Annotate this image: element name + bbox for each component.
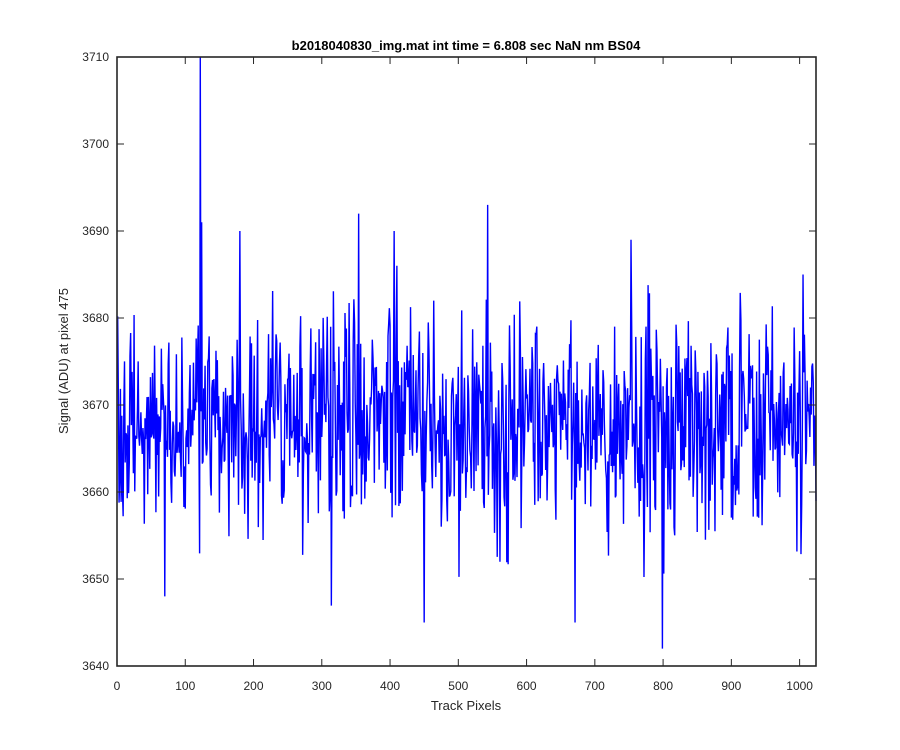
x-tick-label: 900 xyxy=(721,679,741,693)
chart-title: b2018040830_img.mat int time = 6.808 sec… xyxy=(292,38,641,53)
x-tick-label: 400 xyxy=(380,679,400,693)
y-axis: 3640 3650 3660 3670 3680 3690 3700 3710 xyxy=(82,50,816,673)
y-axis-label: Signal (ADU) at pixel 475 xyxy=(56,288,71,434)
y-tick-label: 3690 xyxy=(82,224,109,238)
x-tick-label: 800 xyxy=(653,679,673,693)
y-tick-label: 3680 xyxy=(82,311,109,325)
series-line xyxy=(116,56,817,649)
x-tick-label: 500 xyxy=(448,679,468,693)
x-tick-label: 100 xyxy=(175,679,195,693)
y-tick-label: 3670 xyxy=(82,398,109,412)
x-tick-label: 200 xyxy=(244,679,264,693)
y-tick-label: 3710 xyxy=(82,50,109,64)
x-axis: 0 100 200 300 400 500 600 700 800 900 1000 xyxy=(114,57,813,693)
x-tick-label: 0 xyxy=(114,679,121,693)
y-tick-label: 3640 xyxy=(82,659,109,673)
x-axis-label: Track Pixels xyxy=(431,698,502,713)
x-tick-label: 700 xyxy=(585,679,605,693)
y-tick-label: 3650 xyxy=(82,572,109,586)
y-tick-label: 3660 xyxy=(82,485,109,499)
x-tick-label: 300 xyxy=(312,679,332,693)
plot-frame xyxy=(116,56,817,667)
data-layer xyxy=(116,56,817,649)
y-tick-label: 3700 xyxy=(82,137,109,151)
x-tick-label: 600 xyxy=(517,679,537,693)
x-tick-label: 1000 xyxy=(786,679,813,693)
